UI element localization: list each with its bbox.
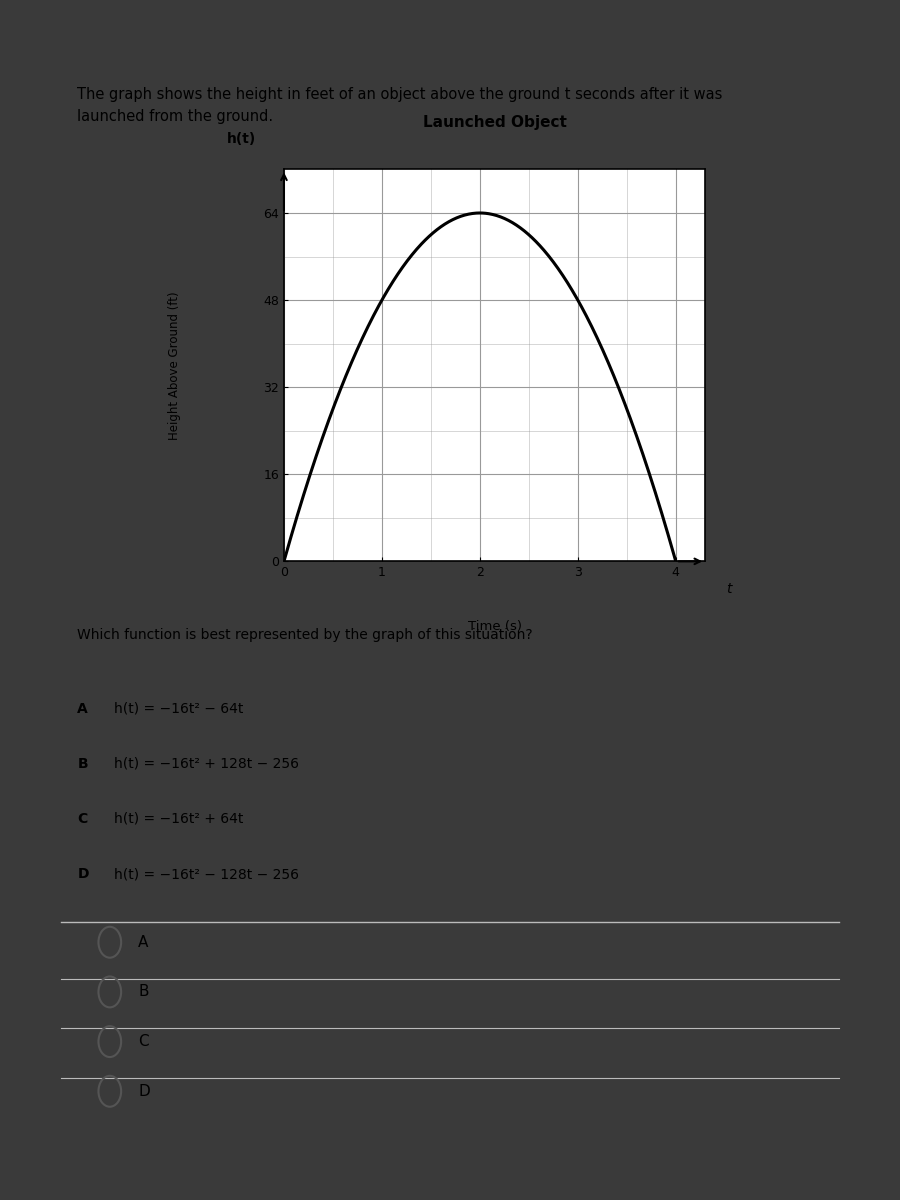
Text: D: D — [139, 1084, 150, 1099]
Text: A: A — [139, 935, 148, 949]
Text: h(t) = −16t² − 64t: h(t) = −16t² − 64t — [113, 702, 243, 715]
Text: D: D — [77, 868, 89, 881]
Text: h(t) = −16t² + 128t − 256: h(t) = −16t² + 128t − 256 — [113, 757, 299, 770]
Text: t: t — [726, 582, 732, 595]
Text: h(t): h(t) — [227, 132, 256, 146]
Text: Height Above Ground (ft): Height Above Ground (ft) — [168, 292, 181, 439]
Text: A: A — [77, 702, 88, 715]
Text: B: B — [139, 984, 148, 1000]
Text: Launched Object: Launched Object — [423, 115, 566, 131]
Text: C: C — [77, 812, 87, 826]
Text: The graph shows the height in feet of an object above the ground t seconds after: The graph shows the height in feet of an… — [77, 86, 723, 124]
Text: h(t) = −16t² − 128t − 256: h(t) = −16t² − 128t − 256 — [113, 868, 299, 881]
Text: Time (s): Time (s) — [468, 620, 522, 634]
Text: h(t) = −16t² + 64t: h(t) = −16t² + 64t — [113, 812, 243, 826]
Text: C: C — [139, 1034, 148, 1049]
Text: B: B — [77, 757, 88, 770]
Text: Which function is best represented by the graph of this situation?: Which function is best represented by th… — [77, 628, 533, 642]
